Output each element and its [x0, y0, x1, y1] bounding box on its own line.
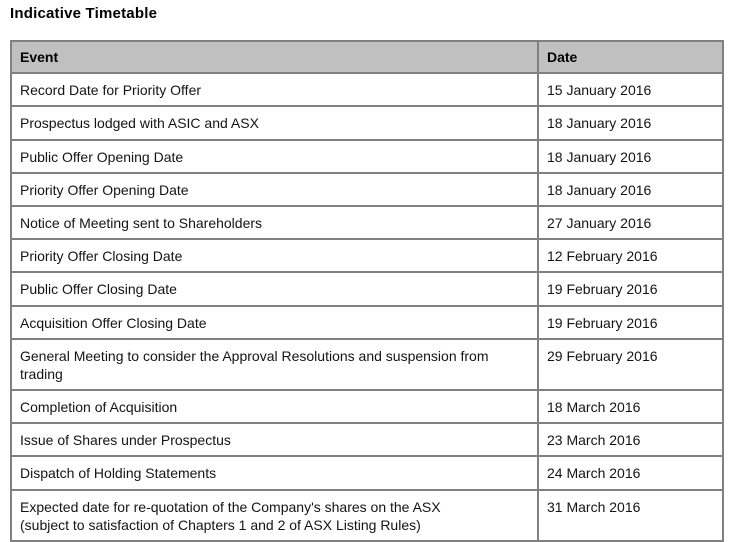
event-cell: Dispatch of Holding Statements	[10, 455, 539, 491]
date-column-header: Date	[537, 39, 724, 75]
table-header: Event Date	[10, 39, 724, 75]
date-cell: 12 February 2016	[537, 238, 724, 274]
table-row: Dispatch of Holding Statements 24 March 2…	[10, 455, 724, 491]
table-row: General Meeting to consider the Approval…	[10, 337, 724, 392]
date-cell: 15 January 2016	[537, 72, 724, 108]
event-cell: Record Date for Priority Offer	[10, 72, 539, 108]
table-row: Acquisition Offer Closing Date 19 Februar…	[10, 304, 724, 340]
page-title: Indicative Timetable	[10, 5, 158, 22]
event-cell: Completion of Acquisition	[10, 389, 539, 425]
event-cell: General Meeting to consider the Approval…	[10, 337, 539, 392]
date-cell: 23 March 2016	[537, 422, 724, 458]
table-row: Public Offer Closing Date 19 February 201…	[10, 271, 724, 307]
date-cell: 31 March 2016	[537, 488, 724, 542]
timetable-body: Record Date for Priority Offer 15 January…	[10, 72, 724, 542]
table-row: Priority Offer Opening Date 18 January 20…	[10, 171, 724, 207]
table-row: Notice of Meeting sent to Shareholders 27…	[10, 204, 724, 241]
event-cell: Public Offer Closing Date	[10, 271, 539, 307]
event-cell: Prospectus lodged with ASIC and ASX	[10, 105, 539, 141]
event-cell: Expected date for re-quotation of the Co…	[10, 488, 539, 542]
event-cell: Acquisition Offer Closing Date	[10, 304, 539, 340]
table-row: Priority Offer Closing Date 12 February 2…	[10, 238, 724, 274]
date-cell: 18 January 2016	[537, 171, 724, 207]
table-row: Expected date for re-quotation of the Co…	[10, 488, 724, 542]
table-row: Record Date for Priority Offer 15 January…	[10, 72, 724, 108]
date-cell: 19 February 2016	[537, 304, 724, 340]
event-cell: Priority Offer Opening Date	[10, 171, 539, 207]
event-column-header: Event	[10, 39, 539, 75]
date-cell: 29 February 2016	[537, 337, 724, 392]
table-row: Issue of Shares under Prospectus 23 March…	[10, 422, 724, 458]
date-cell: 18 January 2016	[537, 105, 724, 141]
event-cell: Priority Offer Closing Date	[10, 238, 539, 274]
header-row: Event Date	[10, 39, 724, 75]
table-row: Prospectus lodged with ASIC and ASX 18 Ja…	[10, 105, 724, 141]
table-row: Public Offer Opening Date 18 January 2016	[10, 138, 724, 174]
date-cell: 18 March 2016	[537, 389, 724, 425]
date-cell: 18 January 2016	[537, 138, 724, 174]
date-cell: 24 March 2016	[537, 455, 724, 491]
event-cell: Public Offer Opening Date	[10, 138, 539, 174]
indicative-timetable: Event Date Record Date for Priority Offe…	[10, 39, 724, 542]
event-cell: Issue of Shares under Prospectus	[10, 422, 539, 458]
event-cell: Notice of Meeting sent to Shareholders	[10, 204, 539, 241]
date-cell: 19 February 2016	[537, 271, 724, 307]
table-row: Completion of Acquisition 18 March 2016	[10, 389, 724, 425]
date-cell: 27 January 2016	[537, 204, 724, 241]
